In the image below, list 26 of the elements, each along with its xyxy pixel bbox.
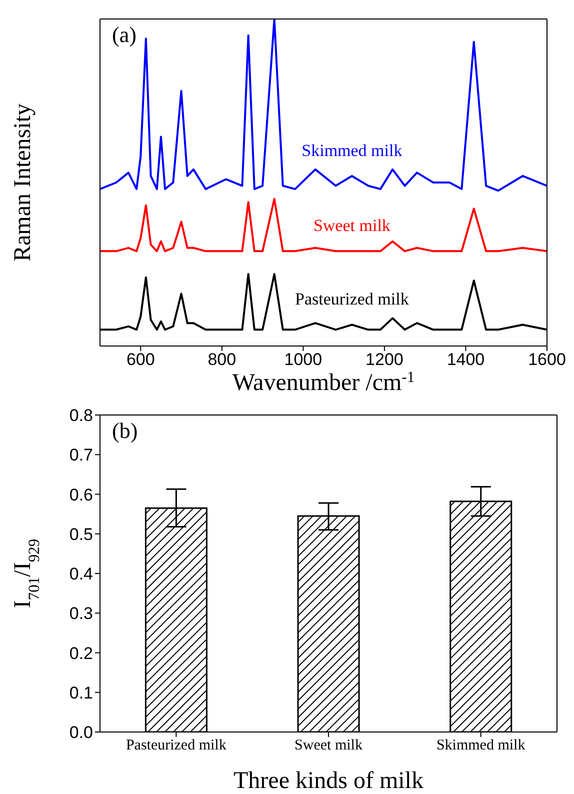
series-label: Skimmed milk	[302, 140, 403, 160]
y-tick-label: 0.6	[69, 485, 93, 504]
x-tick-label: Skimmed milk	[436, 738, 526, 754]
y-tick-label: 0.8	[69, 406, 93, 426]
y-tick-label: 0.4	[69, 564, 93, 584]
x-tick-label: 1400	[446, 350, 485, 370]
x-tick-label: 600	[126, 350, 155, 370]
x-tick-label: 1000	[284, 350, 322, 370]
y-tick-label: 0.5	[69, 524, 93, 544]
x-axis-title: Three kinds of milk	[234, 768, 424, 794]
series-label: Sweet milk	[313, 216, 391, 236]
x-tick-label: Pasteurized milk	[126, 738, 227, 754]
y-tick-label: 0.1	[69, 683, 93, 702]
x-tick-label: Sweet milk	[294, 738, 363, 754]
annotation: (a)	[112, 22, 136, 48]
x-tick-label: 800	[208, 350, 236, 370]
x-axis-title: Wavenumber /cm$^{-1}$	[232, 368, 415, 396]
x-tick-label: 1600	[528, 350, 566, 370]
y-tick-label: 0.2	[69, 644, 93, 663]
y-tick-label: 0.7	[69, 446, 93, 465]
annotation: (b)	[112, 418, 138, 444]
x-tick-label: 1200	[366, 350, 404, 370]
y-axis-title: Raman Intensity	[10, 104, 36, 262]
y-tick-label: 0.0	[69, 723, 93, 742]
y-tick-label: 0.3	[69, 604, 93, 624]
series-label: Pasteurized milk	[295, 290, 410, 309]
